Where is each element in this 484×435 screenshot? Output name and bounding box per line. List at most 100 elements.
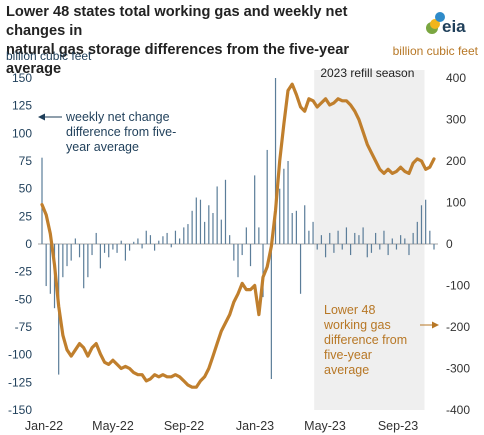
left-tick-label: -100 (8, 348, 32, 362)
weekly-net-change-bar (349, 244, 352, 256)
weekly-net-change-bar (304, 205, 306, 244)
right-tick-label: 300 (446, 113, 466, 127)
weekly-net-change-bar (174, 230, 177, 244)
left-tick-label: 75 (19, 154, 33, 168)
weekly-net-change-bar (233, 244, 235, 261)
weekly-net-change-bar (137, 238, 139, 244)
weekly-net-change-bar (41, 157, 43, 244)
weekly-net-change-bar (308, 230, 310, 244)
line-annotation-line: Lower 48 (324, 303, 375, 317)
weekly-net-change-bar (254, 175, 256, 244)
weekly-net-change-bar (195, 197, 197, 244)
weekly-net-change-bar (162, 236, 164, 244)
weekly-net-change-bar (383, 230, 385, 244)
weekly-net-change-bar (133, 241, 135, 244)
weekly-net-change-bar (429, 230, 431, 244)
left-tick-label: -125 (8, 375, 32, 389)
weekly-net-change-bar (212, 213, 214, 244)
x-tick-label: Jan-22 (25, 419, 63, 433)
refill-season-label: 2023 refill season (320, 66, 414, 80)
weekly-net-change-bar (258, 227, 260, 244)
weekly-net-change-bar (416, 221, 418, 244)
weekly-net-change-bar (237, 244, 239, 278)
weekly-net-change-bar (124, 244, 127, 261)
right-tick-label: -100 (446, 279, 470, 293)
weekly-net-change-bar (262, 244, 264, 298)
right-tick-label: -200 (446, 320, 470, 334)
line-annotation-arrow-head (432, 321, 439, 329)
weekly-net-change-bar (324, 244, 327, 258)
left-tick-label: -25 (15, 265, 33, 279)
weekly-net-change-bar (425, 199, 427, 244)
working-gas-difference-line (40, 82, 436, 389)
weekly-net-change-bar (408, 244, 410, 256)
weekly-net-change-bar (366, 244, 368, 258)
weekly-net-change-bar (108, 244, 110, 258)
weekly-net-change-bar (170, 244, 172, 248)
eia-logo: eia (426, 12, 466, 36)
weekly-net-change-bar (379, 244, 381, 250)
weekly-net-change-bar (153, 244, 156, 251)
left-tick-label: 0 (25, 237, 32, 251)
right-axis-unit: billion cubic feet (392, 44, 478, 58)
weekly-net-change-bar (66, 244, 68, 267)
weekly-net-change-bar (204, 221, 206, 244)
weekly-net-change-bar (391, 238, 393, 244)
weekly-net-change-bar (295, 210, 297, 244)
weekly-net-change-bar (179, 238, 181, 244)
right-tick-label: 400 (446, 71, 466, 85)
weekly-net-change-bar (112, 244, 114, 250)
weekly-net-change-bar (270, 244, 272, 380)
weekly-net-change-bar (266, 149, 268, 244)
weekly-net-change-bar (166, 232, 168, 244)
weekly-net-change-bar (220, 219, 222, 244)
eia-logo-text: eia (442, 17, 466, 36)
right-tick-label: 200 (446, 154, 466, 168)
weekly-net-change-bar (208, 205, 210, 244)
weekly-net-change-bar (387, 244, 389, 256)
weekly-net-change-bar (316, 244, 318, 250)
weekly-net-change-bar (187, 224, 189, 244)
left-tick-label: 100 (12, 126, 32, 140)
line-annotation-line: working gas (323, 318, 391, 332)
weekly-net-change-bar (395, 244, 398, 250)
weekly-net-change-bar (241, 244, 243, 256)
line-annotation-line: average (324, 363, 369, 377)
chart-title-line-1: Lower 48 states total working gas and we… (6, 4, 348, 39)
line-annotation-line: five-year (324, 348, 372, 362)
right-tick-label: -300 (446, 362, 470, 376)
weekly-net-change-bar (341, 244, 343, 250)
weekly-net-change-bar (400, 235, 402, 244)
refill-season-shade (314, 70, 425, 410)
weekly-net-change-bar (183, 227, 185, 244)
left-tick-label: -150 (8, 403, 32, 417)
weekly-net-change-bar (245, 227, 247, 244)
weekly-net-change-bar (95, 232, 97, 244)
left-tick-label: 150 (12, 71, 32, 85)
left-tick-label: -75 (15, 320, 33, 334)
weekly-net-change-bar (128, 244, 131, 251)
weekly-net-change-bar (287, 161, 289, 244)
weekly-net-change-bar (62, 244, 64, 278)
weekly-net-change-bar (404, 238, 406, 244)
x-tick-label: Sep-23 (378, 419, 418, 433)
weekly-net-change-bar (145, 230, 147, 244)
weekly-net-change-bar (116, 244, 118, 253)
weekly-net-change-bar (91, 244, 93, 256)
right-tick-label: 0 (446, 237, 453, 251)
right-tick-label: -400 (446, 403, 470, 417)
weekly-net-change-bar (49, 244, 51, 294)
weekly-net-change-bar (141, 244, 143, 249)
weekly-net-change-bar (320, 235, 323, 244)
weekly-net-change-bar (229, 235, 231, 244)
weekly-net-change-bar (78, 244, 81, 258)
weekly-net-change-bar (74, 238, 76, 244)
weekly-net-change-bar (279, 188, 281, 244)
chart-title: Lower 48 states total working gas and we… (6, 3, 406, 79)
weekly-net-change-bar (358, 235, 360, 244)
weekly-net-change-bar (149, 235, 152, 244)
weekly-net-change-bar (375, 232, 377, 244)
weekly-net-change-bar (412, 232, 414, 244)
weekly-net-change-bar (103, 244, 106, 253)
weekly-net-change-bar (99, 244, 101, 269)
